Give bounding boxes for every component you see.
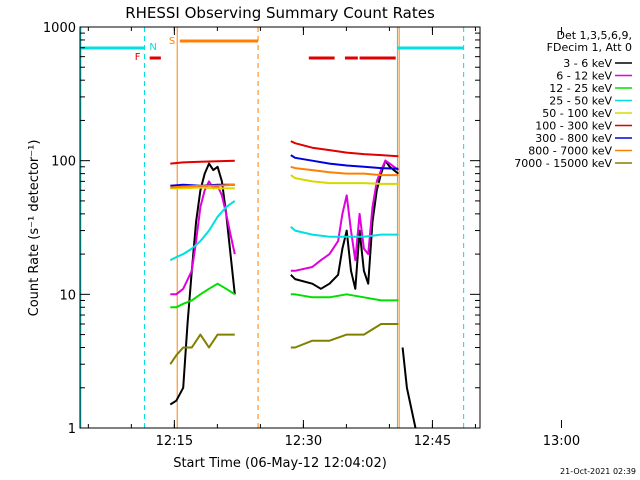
series-line-7 [290,165,399,177]
series-line-3 [290,226,399,238]
series-line-8 [290,323,399,349]
footer-timestamp: 21-Oct-2021 02:39 [560,467,636,476]
y-tick-label: 10 [59,288,76,303]
series-line-7 [170,183,235,189]
legend-label: 800 - 7000 keV [528,145,612,158]
legend-header: FDecim 1, Att 0 [547,41,632,54]
series-line-4 [290,174,399,185]
series-line-2 [290,293,399,302]
flag-label-n: N [149,42,156,53]
legend-label: 50 - 100 keV [542,107,612,120]
x-tick-label: 12:45 [414,434,451,449]
legend: Det 1,3,5,6,9,FDecim 1, Att 0 3 - 6 keV6 … [514,29,632,170]
flag-label-f: F [135,52,141,63]
flag-label-s: S [169,36,175,47]
legend-label: 25 - 50 keV [549,95,612,108]
series-line-0 [401,347,417,429]
series-line-0 [169,162,236,406]
legend-label: 6 - 12 keV [556,70,612,83]
x-tick-label: 12:15 [156,434,193,449]
series-line-3 [169,200,236,262]
chart-title: RHESSI Observing Summary Count Rates [125,4,435,22]
series-line-8 [169,333,235,365]
series-line-4 [170,186,235,190]
y-tick-label: 1000 [43,21,76,36]
series-line-0 [290,159,399,290]
legend-label: 300 - 800 keV [535,132,612,145]
legend-label: 3 - 6 keV [563,57,612,70]
plot-layer: FN S [80,27,465,429]
y-axis-label: Count Rate (s⁻¹ detector⁻¹) [27,140,42,317]
x-tick-label: 12:30 [285,434,322,449]
series-line-2 [170,282,236,309]
series-line-5 [290,140,399,158]
plot-frame [79,26,481,429]
legend-header: Det 1,3,5,6,9, [556,29,632,42]
series-line-6 [290,154,399,170]
legend-label: 7000 - 15000 keV [514,157,612,170]
series-line-5 [170,159,235,165]
x-tick-label: 13:00 [543,434,580,449]
series-line-1 [290,159,399,272]
legend-label: 12 - 25 keV [549,82,612,95]
y-tick-label: 1 [68,422,76,437]
y-tick-label: 100 [51,155,76,170]
legend-label: 100 - 300 keV [535,120,612,133]
x-axis-label: Start Time (06-May-12 12:04:02) [173,456,387,471]
